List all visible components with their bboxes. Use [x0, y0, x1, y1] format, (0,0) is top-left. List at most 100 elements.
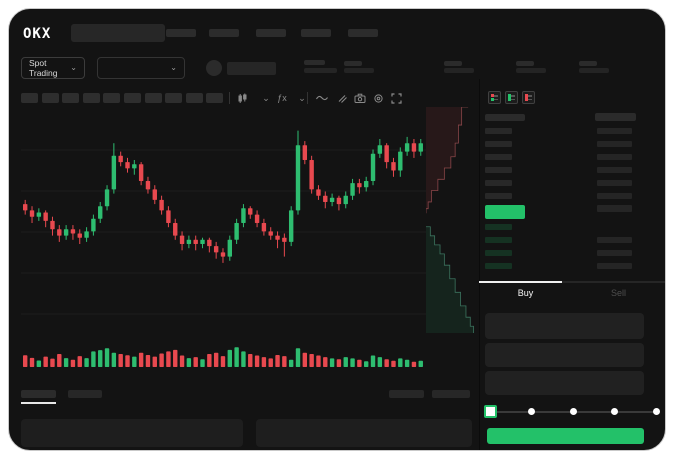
orderbook-bid-row[interactable]: [485, 224, 512, 230]
last-price-badge[interactable]: [485, 205, 525, 219]
nav-item-placeholder[interactable]: [256, 29, 286, 37]
price-input[interactable]: [485, 313, 644, 339]
candle-body: [282, 237, 287, 242]
settings-icon[interactable]: [371, 91, 385, 105]
draw-pencil-icon[interactable]: [335, 91, 349, 105]
nav-item-placeholder[interactable]: [348, 29, 378, 37]
timeframe-button-placeholder[interactable]: [103, 93, 121, 103]
buy-button[interactable]: [487, 428, 644, 444]
stat-label-placeholder: [516, 61, 534, 66]
candle-body: [159, 199, 164, 211]
orderbook-bid-row[interactable]: [485, 237, 512, 243]
market-type-label: Spot Trading: [29, 58, 58, 78]
slider-step-dot[interactable]: [569, 408, 577, 415]
orderbook-bid-row[interactable]: [485, 250, 512, 256]
camera-icon[interactable]: [353, 91, 367, 105]
volume-bar: [370, 355, 376, 367]
tab-order-history[interactable]: [68, 390, 102, 398]
market-type-selector[interactable]: Spot Trading ⌄: [21, 57, 85, 79]
candle-body: [288, 210, 294, 242]
volume-chart: [23, 347, 423, 367]
chart-type-icon[interactable]: [235, 91, 249, 105]
timeframe-button-placeholder[interactable]: [165, 93, 183, 103]
total-input[interactable]: [485, 371, 644, 395]
candle-body: [248, 208, 253, 215]
volume-bar: [309, 354, 314, 367]
nav-item-placeholder[interactable]: [301, 29, 331, 37]
candlestick-chart[interactable]: [21, 113, 426, 335]
volume-bar: [268, 358, 273, 367]
caret-down-icon[interactable]: ⌄: [298, 92, 306, 103]
wave-icon[interactable]: [315, 91, 329, 105]
book-combined-icon[interactable]: [488, 91, 501, 104]
slider-step-dot[interactable]: [611, 408, 618, 415]
volume-bar: [84, 358, 89, 367]
candle-body: [213, 246, 219, 253]
candle-body: [77, 233, 82, 238]
pair-selector[interactable]: ⌄: [97, 57, 185, 79]
fullscreen-icon[interactable]: [389, 91, 403, 105]
volume-bar: [398, 358, 403, 367]
book-asks-icon[interactable]: [522, 91, 535, 104]
volume-bar: [254, 355, 260, 367]
volume-bar: [91, 351, 96, 367]
orderbook-ask-row[interactable]: [485, 180, 512, 186]
caret-down-icon[interactable]: ⌄: [262, 92, 270, 103]
stat-value-placeholder: [444, 68, 474, 73]
volume-bar: [404, 359, 410, 367]
volume-bar: [118, 354, 123, 367]
timeframe-button-placeholder[interactable]: [82, 93, 100, 103]
timeframe-button-placeholder[interactable]: [124, 93, 141, 103]
depth-chart[interactable]: [426, 107, 480, 333]
timeframe-button-placeholder[interactable]: [206, 93, 224, 103]
nav-item-placeholder[interactable]: [209, 29, 239, 37]
tab-open-orders[interactable]: [21, 390, 56, 398]
orderbook-bid-row[interactable]: [485, 263, 512, 269]
timeframe-button-placeholder[interactable]: [21, 93, 38, 103]
timeframe-button-placeholder[interactable]: [185, 93, 203, 103]
orders-filter-placeholder[interactable]: [389, 390, 424, 398]
volume-bar: [193, 357, 198, 367]
candle-body: [370, 153, 376, 181]
candle-body: [241, 208, 246, 223]
orderbook-ask-row[interactable]: [485, 154, 512, 160]
volume-bar: [29, 357, 35, 367]
amount-input[interactable]: [485, 343, 644, 367]
candle-body: [343, 195, 348, 205]
orderbook-ask-amount: [597, 180, 632, 186]
candle-body: [84, 231, 89, 238]
slider-step-dot[interactable]: [528, 408, 535, 415]
orderbook-ask-row[interactable]: [485, 141, 512, 147]
search-placeholder[interactable]: [71, 24, 165, 42]
book-bids-icon[interactable]: [505, 91, 518, 104]
slider-step-dot[interactable]: [652, 408, 660, 415]
coin-avatar: [206, 60, 222, 76]
timeframe-button-placeholder[interactable]: [41, 93, 59, 103]
timeframe-button-placeholder[interactable]: [62, 93, 80, 103]
volume-bar: [343, 357, 348, 367]
volume-bar: [350, 358, 355, 367]
orderbook-ask-row[interactable]: [485, 193, 512, 199]
volume-bar: [173, 349, 178, 367]
volume-bar: [323, 357, 328, 367]
timeframe-button-placeholder[interactable]: [144, 93, 162, 103]
slider-handle[interactable]: [484, 405, 497, 418]
tab-buy[interactable]: Buy: [517, 288, 534, 298]
stat-label-placeholder: [579, 61, 597, 66]
orderbook-ask-row[interactable]: [485, 167, 512, 173]
buy-tab-indicator: [479, 281, 562, 283]
volume-bar: [213, 352, 219, 367]
candle-body: [152, 189, 157, 200]
indicator-fx-icon[interactable]: ƒx: [277, 93, 287, 103]
volume-bar: [227, 349, 232, 367]
volume-bar: [418, 360, 423, 367]
tab-sell[interactable]: Sell: [610, 288, 626, 298]
orders-filter-placeholder[interactable]: [432, 390, 470, 398]
depth-asks-line: [426, 107, 469, 214]
candle-body: [50, 220, 55, 230]
volume-bar: [234, 347, 239, 367]
orderbook-ask-row[interactable]: [485, 128, 512, 134]
volume-bar: [295, 348, 301, 367]
candle-body: [186, 239, 192, 244]
nav-item-placeholder[interactable]: [166, 29, 196, 37]
